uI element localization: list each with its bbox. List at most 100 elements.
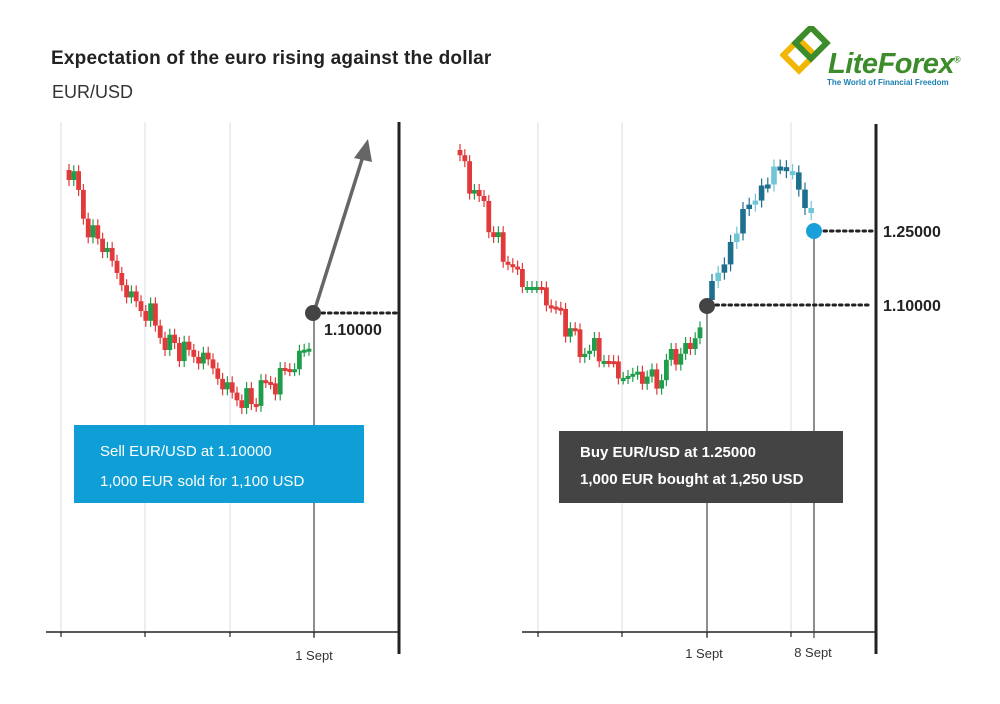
future-candle-body [709, 281, 715, 300]
candle-body [529, 287, 535, 290]
left-chart-ticks [60, 632, 315, 637]
candle-body [664, 359, 669, 381]
candle-body [114, 260, 120, 273]
buy-info-box: Buy EUR/USD at 1.25000 1,000 EUR bought … [559, 431, 843, 503]
candle-body [148, 303, 153, 321]
future-candle-body [715, 272, 721, 281]
candle-body [273, 383, 278, 395]
candle-body [258, 380, 264, 406]
candle-body [558, 307, 564, 311]
candle-body [500, 232, 506, 262]
future-candle-body [758, 185, 765, 201]
future-candle-body [789, 171, 796, 176]
right-chart-entry-marker [699, 298, 715, 314]
candle-body [220, 378, 225, 390]
left-chart-entry-marker [305, 305, 321, 321]
candle-body [239, 400, 245, 408]
candle-body [133, 291, 139, 302]
candle-body [186, 341, 192, 350]
candle-body [640, 371, 645, 384]
candle-body [100, 238, 105, 253]
candle-body [457, 150, 463, 156]
candle-body [205, 352, 211, 360]
candle-body [172, 334, 177, 343]
future-candle-body [796, 172, 802, 190]
candle-body [472, 190, 477, 194]
candle-body [539, 287, 544, 290]
candle-body [582, 353, 588, 357]
candle-body [95, 225, 101, 239]
candle-body [577, 329, 583, 357]
candle-body [683, 343, 688, 354]
candle-body [181, 341, 187, 362]
future-candle-body [727, 241, 734, 265]
future-candle-body [765, 184, 771, 189]
candle-body [249, 388, 254, 405]
candle-body [678, 353, 684, 365]
left-chart-candles [66, 164, 312, 414]
right-chart-candles [457, 144, 814, 395]
candle-body [66, 170, 72, 180]
candle-body [253, 404, 259, 408]
candle-body [544, 287, 549, 306]
sell-info-box: Sell EUR/USD at 1.10000 1,000 EUR sold f… [74, 425, 364, 503]
candle-body [157, 325, 163, 338]
candle-body [467, 161, 472, 194]
candle-body [592, 338, 597, 351]
candle-body [515, 266, 520, 270]
candle-body [119, 273, 125, 286]
candle-body [71, 171, 77, 180]
left-chart-gridlines [60, 122, 231, 632]
liteforex-logo-mark-icon [780, 26, 831, 75]
candle-body [462, 155, 468, 162]
liteforex-logo-tagline: The World of Financial Freedom [827, 78, 949, 87]
candle-body [635, 371, 640, 375]
candle-body [668, 349, 674, 360]
candle-body [229, 382, 235, 393]
candle-body [654, 369, 660, 389]
candle-body [196, 356, 201, 364]
liteforex-logo[interactable]: LiteForex® The World of Financial Freedo… [780, 26, 990, 90]
candle-body [505, 261, 511, 265]
future-candle-body [808, 208, 814, 214]
left-chart-tick-label-1-sept: 1 Sept [295, 648, 333, 663]
chart-title: Expectation of the euro rising against t… [51, 48, 492, 69]
right-chart-gridlines [537, 122, 792, 632]
candle-body [90, 225, 96, 238]
sell-info-line-2: 1,000 EUR sold for 1,100 USD [100, 473, 305, 490]
candle-body [692, 338, 698, 349]
candle-body [649, 369, 655, 377]
future-candle-body [777, 166, 783, 171]
buy-info-line-1: Buy EUR/USD at 1.25000 [580, 444, 756, 461]
future-candle-body [746, 204, 752, 209]
candle-body [124, 285, 129, 298]
candle-body [587, 350, 592, 354]
candle-body [167, 334, 173, 350]
candle-body [553, 306, 559, 310]
candle-body [263, 380, 269, 384]
right-chart-ticks [537, 632, 792, 637]
right-chart-exit-marker [806, 223, 822, 239]
future-candle-body [783, 167, 790, 172]
candle-body [297, 350, 302, 370]
chart-subtitle: EUR/USD [52, 82, 134, 102]
candle-body [688, 343, 693, 349]
candle-body [659, 380, 664, 389]
left-chart-price-label: 1.10000 [324, 322, 382, 339]
candle-body [616, 361, 621, 379]
candle-body [143, 311, 149, 321]
candle-body [534, 287, 540, 290]
candle-body [476, 190, 482, 196]
right-chart: 1.25000 1.10000 1 Sept 8 Sept [457, 122, 941, 661]
candle-body [201, 352, 206, 364]
liteforex-logo-text: LiteForex® [828, 48, 961, 80]
candle-body [630, 373, 636, 377]
future-candle-body [721, 264, 728, 273]
candle-body [524, 287, 530, 290]
up-arrow [312, 139, 372, 313]
candle-body [481, 196, 487, 201]
candle-body [268, 381, 273, 385]
left-chart: 1.10000 1 Sept [46, 122, 401, 663]
candle-body [572, 328, 578, 332]
right-chart-price-label-110: 1.10000 [883, 298, 941, 315]
